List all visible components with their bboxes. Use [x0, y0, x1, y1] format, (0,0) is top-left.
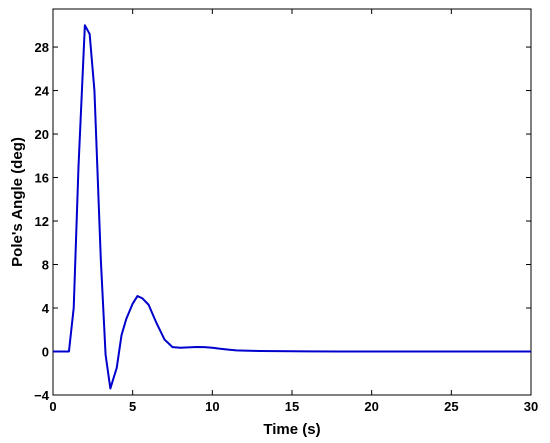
x-tick-label: 0 [49, 399, 56, 414]
x-tick-label: 25 [444, 399, 458, 414]
y-axis-label: Pole's Angle (deg) [9, 137, 26, 267]
y-axis-ticks: −4 0 4 8 12 16 20 24 28 [34, 40, 531, 403]
y-tick-label: 20 [35, 127, 49, 142]
x-tick-label: 15 [285, 399, 299, 414]
x-axis-label: Time (s) [263, 421, 320, 438]
series-layer [53, 24, 531, 390]
y-tick-label: −4 [34, 388, 50, 403]
x-tick-label: 10 [205, 399, 219, 414]
y-tick-label: 4 [42, 301, 50, 316]
y-tick-label: 8 [42, 258, 49, 273]
x-tick-label: 5 [129, 399, 136, 414]
plot-area-frame [52, 8, 532, 396]
x-tick-label: 30 [524, 399, 538, 414]
y-tick-label: 28 [35, 40, 49, 55]
y-tick-label: 0 [42, 345, 49, 360]
y-tick-label: 12 [35, 214, 49, 229]
x-axis-ticks: 0 5 10 15 20 25 30 [49, 9, 538, 414]
x-tick-label: 20 [364, 399, 378, 414]
y-tick-label: 16 [35, 171, 49, 186]
y-tick-label: 24 [35, 84, 50, 99]
series-line-1 [53, 24, 531, 390]
